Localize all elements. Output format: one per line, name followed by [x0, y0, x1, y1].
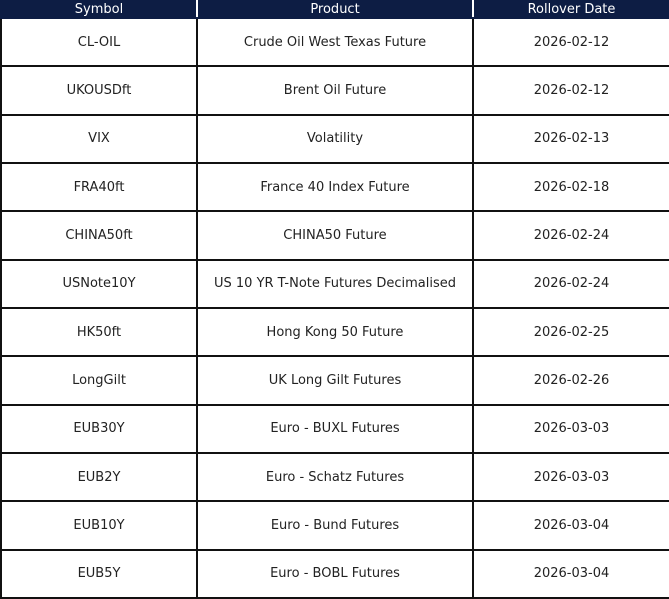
table-cell: UK Long Gilt Futures — [196, 355, 474, 406]
table-row: CL-OIL Crude Oil West Texas Future 2026-02… — [0, 16, 669, 68]
table-row: CHINA50ft CHINA50 Future 2026-02-24 — [0, 210, 669, 261]
table-cell: France 40 Index Future — [196, 161, 474, 213]
table-cell: CL-OIL — [0, 16, 198, 68]
table-cell: 2026-02-24 — [472, 210, 669, 261]
table-cell: CHINA50 Future — [196, 210, 474, 261]
table-cell: VIX — [0, 113, 198, 164]
table-row: EUB5Y Euro - BOBL Futures 2026-03-04 — [0, 548, 669, 599]
table-cell: US 10 YR T-Note Futures Decimalised — [196, 258, 474, 309]
table-cell: Brent Oil Future — [196, 65, 474, 116]
header-cell: Product — [196, 0, 474, 19]
table-row: FRA40ft France 40 Index Future 2026-02-18 — [0, 161, 669, 213]
table-row: HK50ft Hong Kong 50 Future 2026-02-25 — [0, 306, 669, 358]
table-cell: 2026-03-04 — [472, 500, 669, 551]
table-row: EUB10Y Euro - Bund Futures 2026-03-04 — [0, 500, 669, 551]
table-row: LongGilt UK Long Gilt Futures 2026-02-26 — [0, 355, 669, 406]
table-cell: HK50ft — [0, 306, 198, 358]
header-cell: Symbol — [0, 0, 198, 19]
table-cell: 2026-02-13 — [472, 113, 669, 164]
table-cell: EUB30Y — [0, 403, 198, 454]
table-row: USNote10Y US 10 YR T-Note Futures Decimal… — [0, 258, 669, 309]
table-cell: 2026-02-12 — [472, 65, 669, 116]
table-cell: 2026-03-03 — [472, 403, 669, 454]
table-cell: FRA40ft — [0, 161, 198, 213]
table-cell: Euro - Schatz Futures — [196, 451, 474, 503]
table-cell: Euro - Bund Futures — [196, 500, 474, 551]
table-cell: 2026-02-26 — [472, 355, 669, 406]
table-cell: Hong Kong 50 Future — [196, 306, 474, 358]
table-cell: 2026-02-18 — [472, 161, 669, 213]
table-cell: 2026-02-12 — [472, 16, 669, 68]
table-row: EUB30Y Euro - BUXL Futures 2026-03-03 — [0, 403, 669, 454]
header-cell: Rollover Date — [472, 0, 669, 19]
table-row: UKOUSDft Brent Oil Future 2026-02-12 — [0, 65, 669, 116]
table-cell: EUB5Y — [0, 548, 198, 599]
table-cell: 2026-02-24 — [472, 258, 669, 309]
table-cell: Volatility — [196, 113, 474, 164]
table-cell: USNote10Y — [0, 258, 198, 309]
table-cell: 2026-02-25 — [472, 306, 669, 358]
table-cell: 2026-03-04 — [472, 548, 669, 599]
table-cell: CHINA50ft — [0, 210, 198, 261]
table-body: CL-OIL Crude Oil West Texas Future 2026-02… — [0, 16, 669, 599]
table-cell: Crude Oil West Texas Future — [196, 16, 474, 68]
table-cell: UKOUSDft — [0, 65, 198, 116]
table-row: VIX Volatility 2026-02-13 — [0, 113, 669, 164]
table-cell: Euro - BUXL Futures — [196, 403, 474, 454]
header-row: Symbol Product Rollover Date — [0, 0, 669, 19]
table-row: EUB2Y Euro - Schatz Futures 2026-03-03 — [0, 451, 669, 503]
table-cell: EUB10Y — [0, 500, 198, 551]
table-cell: Euro - BOBL Futures — [196, 548, 474, 599]
table-cell: LongGilt — [0, 355, 198, 406]
table-cell: 2026-03-03 — [472, 451, 669, 503]
table-cell: EUB2Y — [0, 451, 198, 503]
